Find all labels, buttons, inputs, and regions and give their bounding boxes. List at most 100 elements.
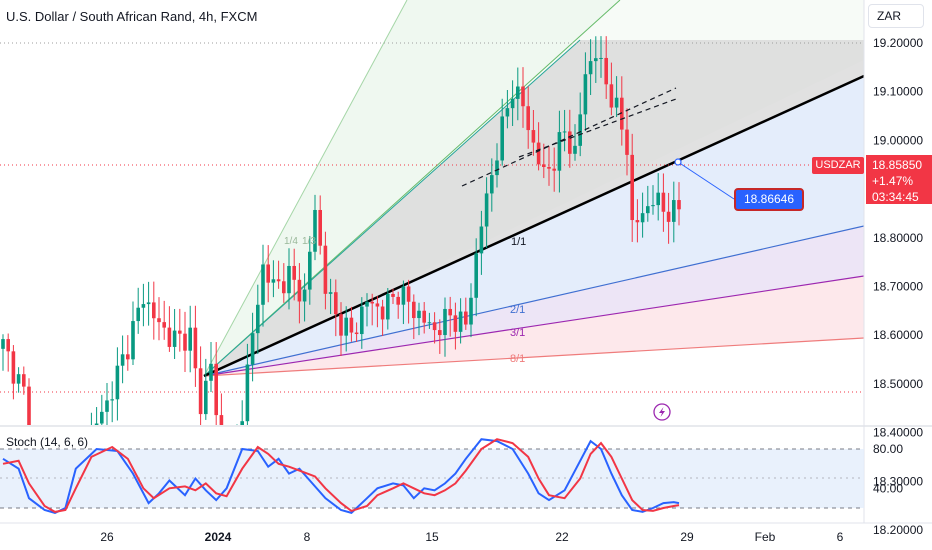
candle-body xyxy=(141,304,146,308)
stoch-lines xyxy=(2,438,680,515)
candle-body xyxy=(162,322,166,328)
candle-body xyxy=(422,310,426,323)
candle-body xyxy=(100,411,104,424)
candle-body xyxy=(661,192,666,212)
candle-body xyxy=(115,365,120,400)
candle-body xyxy=(666,211,671,222)
candle-body xyxy=(266,264,270,283)
time-tick-label: 8 xyxy=(304,530,311,544)
price-tick-label: 18.60000 xyxy=(873,328,923,342)
candle-body xyxy=(250,333,255,365)
candle-body xyxy=(131,321,135,360)
candle-body xyxy=(484,193,489,227)
lightning-icon[interactable] xyxy=(653,403,671,421)
bar-countdown: 03:34:45 xyxy=(872,190,919,204)
candle-body xyxy=(583,74,588,115)
fan-label-2-1: 2/1 xyxy=(510,304,525,316)
fan-drawing[interactable] xyxy=(203,0,864,378)
candle-body xyxy=(11,351,16,384)
fan-line-1-3 xyxy=(203,0,621,377)
candle-body xyxy=(282,281,286,294)
price-tick-label: 18.50000 xyxy=(873,377,923,391)
candle-body xyxy=(6,339,10,352)
candle-body xyxy=(375,303,380,307)
candle-body xyxy=(505,108,510,117)
candle-body xyxy=(391,293,395,297)
stoch-tick-label: 40.00 xyxy=(873,481,903,495)
candle-body xyxy=(474,253,478,298)
candle-body xyxy=(323,245,328,294)
candle-body xyxy=(245,364,250,422)
candle-body xyxy=(438,330,442,336)
candle-body xyxy=(542,164,546,167)
candle-body xyxy=(396,296,400,305)
candle-body xyxy=(178,330,182,334)
candle-body xyxy=(651,205,655,207)
candle-body xyxy=(479,226,484,254)
candle-body xyxy=(552,168,556,171)
price-tick-label: 18.70000 xyxy=(873,280,923,294)
candle-body xyxy=(16,374,21,384)
fan-label-1-4: 1/4 xyxy=(284,236,298,247)
candle-body xyxy=(339,314,343,336)
time-tick-label: 2024 xyxy=(205,530,232,544)
candle-body xyxy=(354,332,359,335)
fan-label-1-1: 1/1 xyxy=(511,236,526,248)
time-tick-label: 26 xyxy=(100,530,114,544)
price-tick-label: 19.20000 xyxy=(873,36,923,50)
candle-body xyxy=(432,322,437,331)
candle-body xyxy=(557,132,562,171)
price-tick-label: 18.20000 xyxy=(873,523,923,537)
fan-zone-grey xyxy=(204,40,864,376)
stoch-axis: 80.00 40.00 xyxy=(873,442,903,495)
candle-body xyxy=(588,61,593,75)
candle-body xyxy=(500,116,504,161)
candle-body xyxy=(188,327,192,351)
candle-body xyxy=(1,339,5,349)
candle-body xyxy=(417,310,421,319)
candle-body xyxy=(219,415,224,425)
candle-body xyxy=(640,213,645,223)
stoch-pane xyxy=(0,438,864,515)
fan-label-1-3: 1/3 xyxy=(302,236,316,247)
candle-body xyxy=(495,160,499,176)
time-tick-label: 6 xyxy=(837,530,844,544)
callout-label[interactable]: 18.86646 xyxy=(734,188,804,211)
candle-body xyxy=(110,399,114,401)
candle-body xyxy=(646,206,650,214)
candle-body xyxy=(365,301,369,307)
candle-body xyxy=(370,301,374,304)
candle-body xyxy=(27,386,31,425)
candle-body xyxy=(256,304,260,334)
channel-line-upper xyxy=(461,87,677,187)
candle-body xyxy=(183,333,187,351)
candle-body xyxy=(22,374,26,387)
candle-body xyxy=(427,322,432,324)
stoch-tick-label: 80.00 xyxy=(873,442,903,456)
candle-body xyxy=(656,192,660,206)
candle-body xyxy=(490,175,494,194)
candle-body xyxy=(406,286,411,302)
fan-line-1-1 xyxy=(203,74,864,378)
price-axis[interactable]: 19.2000019.1000019.0000018.9000018.80000… xyxy=(873,36,923,537)
candle-body xyxy=(443,308,447,336)
fan-line-8-1 xyxy=(203,337,864,377)
candle-body xyxy=(386,293,390,320)
candle-body xyxy=(318,209,322,246)
candle-body xyxy=(193,327,198,369)
candle-body xyxy=(120,354,125,366)
currency-button[interactable]: ZAR xyxy=(868,4,924,28)
candle-body xyxy=(302,289,307,302)
candle-body xyxy=(448,308,452,316)
candle-body xyxy=(328,292,333,294)
candle-body xyxy=(562,131,567,133)
time-axis: 26 2024 8 15 22 29 Feb 6 xyxy=(100,530,843,544)
callout-anchor[interactable] xyxy=(674,158,682,166)
channel-line-lower xyxy=(518,98,677,158)
candle-body xyxy=(276,279,281,282)
candle-body xyxy=(204,380,208,415)
stoch-k-line xyxy=(2,438,680,515)
candle-body xyxy=(531,130,536,143)
candle-body xyxy=(297,279,302,302)
candle-body xyxy=(594,58,598,62)
